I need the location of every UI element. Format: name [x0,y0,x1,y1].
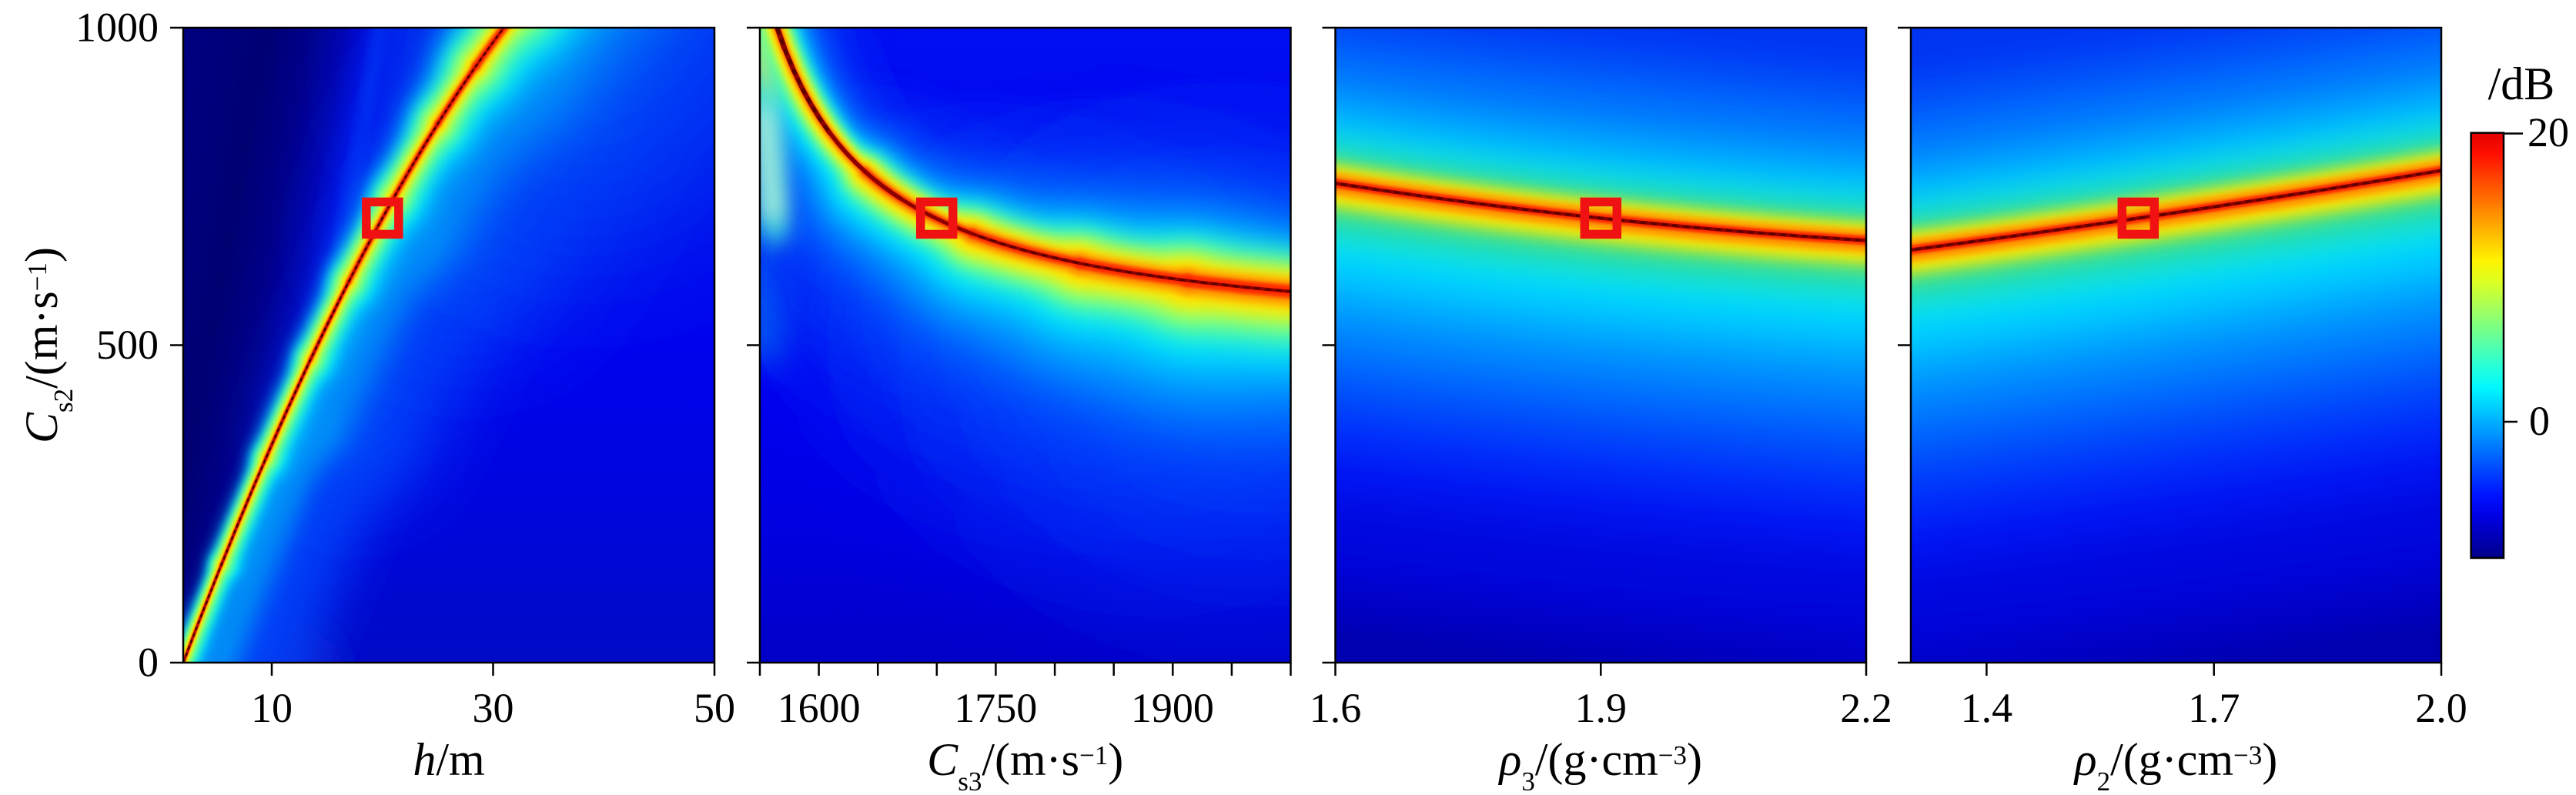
svg-text:1900: 1900 [1131,685,1214,731]
svg-text:2.0: 2.0 [2415,685,2467,731]
svg-text:1750: 1750 [954,685,1037,731]
svg-text:1.7: 1.7 [2188,685,2240,731]
svg-text:Cs2/(m·s−1): Cs2/(m·s−1) [16,247,79,443]
svg-text:50: 50 [694,685,735,731]
svg-text:0: 0 [2529,398,2550,444]
svg-text:1.6: 1.6 [1310,685,1362,731]
svg-text:h/m: h/m [413,734,484,785]
svg-text:/dB: /dB [2488,58,2555,109]
svg-text:1000: 1000 [75,5,159,51]
svg-text:ρ3/(g·cm−3): ρ3/(g·cm−3) [1498,734,1702,795]
svg-text:20: 20 [2527,109,2569,155]
svg-text:1600: 1600 [778,685,861,731]
svg-text:10: 10 [251,685,293,731]
svg-text:Cs3/(m·s−1): Cs3/(m·s−1) [927,734,1123,795]
svg-text:ρ2/(g·cm−3): ρ2/(g·cm−3) [2073,734,2277,795]
svg-text:1.9: 1.9 [1575,685,1628,731]
svg-text:500: 500 [96,322,159,368]
svg-text:1.4: 1.4 [1961,685,2013,731]
svg-text:0: 0 [138,640,159,686]
svg-text:30: 30 [473,685,514,731]
svg-text:2.2: 2.2 [1840,685,1892,731]
